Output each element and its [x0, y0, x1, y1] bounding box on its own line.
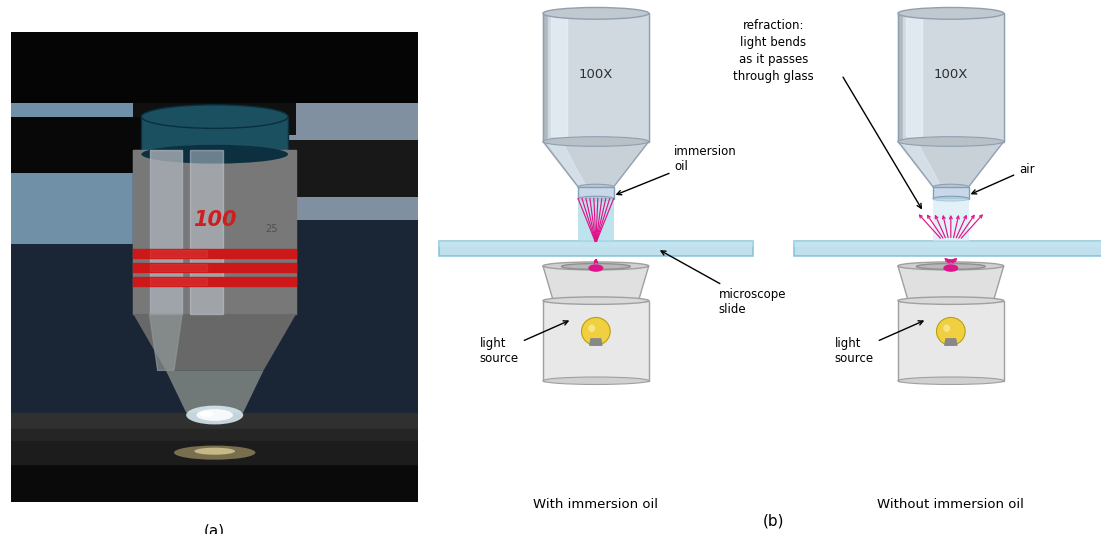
Polygon shape [906, 16, 922, 136]
Polygon shape [548, 13, 648, 142]
Ellipse shape [898, 7, 1004, 19]
Polygon shape [133, 150, 153, 314]
Polygon shape [898, 266, 1004, 301]
Polygon shape [133, 314, 296, 371]
Ellipse shape [933, 196, 969, 201]
Ellipse shape [578, 184, 613, 190]
FancyBboxPatch shape [794, 241, 1101, 247]
Polygon shape [902, 142, 941, 187]
Text: With immersion oil: With immersion oil [533, 498, 658, 511]
Polygon shape [150, 278, 207, 285]
Polygon shape [133, 150, 296, 314]
Polygon shape [552, 16, 567, 136]
FancyBboxPatch shape [11, 32, 418, 502]
FancyBboxPatch shape [578, 187, 613, 199]
Ellipse shape [898, 137, 1004, 146]
Ellipse shape [937, 317, 966, 345]
Polygon shape [11, 441, 418, 465]
Polygon shape [11, 32, 166, 244]
Ellipse shape [543, 377, 648, 384]
Text: microscope
slide: microscope slide [661, 251, 786, 316]
Text: immersion
oil: immersion oil [617, 145, 737, 195]
Ellipse shape [141, 105, 288, 128]
FancyBboxPatch shape [263, 140, 418, 197]
Ellipse shape [196, 409, 233, 421]
Ellipse shape [916, 263, 985, 269]
Polygon shape [150, 150, 182, 314]
Polygon shape [543, 142, 648, 187]
Ellipse shape [174, 445, 255, 460]
Polygon shape [933, 199, 969, 241]
Polygon shape [133, 277, 296, 286]
Polygon shape [11, 413, 418, 431]
Ellipse shape [199, 411, 214, 417]
Text: 25: 25 [265, 224, 277, 234]
Polygon shape [898, 13, 904, 142]
Polygon shape [11, 429, 418, 441]
Ellipse shape [898, 262, 1004, 270]
FancyBboxPatch shape [11, 116, 153, 173]
Polygon shape [590, 339, 602, 345]
Ellipse shape [944, 264, 958, 272]
Polygon shape [150, 264, 207, 271]
FancyBboxPatch shape [794, 241, 1101, 256]
Text: light
source: light source [835, 321, 923, 365]
Polygon shape [546, 142, 587, 187]
Text: (b): (b) [763, 514, 784, 529]
Ellipse shape [588, 324, 596, 332]
Ellipse shape [543, 262, 648, 270]
Text: 100X: 100X [934, 68, 968, 81]
Polygon shape [133, 263, 296, 272]
Ellipse shape [588, 264, 603, 272]
Polygon shape [150, 314, 182, 371]
Text: 100: 100 [193, 210, 237, 230]
Text: (a): (a) [204, 523, 226, 534]
FancyBboxPatch shape [439, 241, 753, 256]
Polygon shape [288, 32, 418, 220]
Polygon shape [898, 142, 1004, 187]
Ellipse shape [944, 324, 950, 332]
Ellipse shape [186, 406, 243, 425]
Text: 100X: 100X [579, 68, 613, 81]
Polygon shape [543, 13, 548, 142]
Text: light
source: light source [480, 321, 568, 365]
Ellipse shape [898, 297, 1004, 304]
Polygon shape [543, 266, 648, 301]
Ellipse shape [933, 184, 969, 190]
FancyBboxPatch shape [133, 32, 296, 136]
Ellipse shape [898, 377, 1004, 384]
Ellipse shape [578, 196, 613, 201]
Polygon shape [150, 250, 207, 257]
Ellipse shape [543, 7, 648, 19]
Polygon shape [945, 339, 957, 345]
FancyBboxPatch shape [933, 187, 969, 199]
Text: air: air [972, 163, 1035, 194]
Ellipse shape [543, 297, 648, 304]
Ellipse shape [562, 263, 630, 269]
Ellipse shape [194, 447, 236, 455]
Ellipse shape [141, 145, 288, 163]
Ellipse shape [581, 317, 610, 345]
Polygon shape [133, 249, 296, 257]
Polygon shape [166, 371, 263, 413]
FancyBboxPatch shape [543, 301, 648, 381]
Ellipse shape [553, 297, 639, 304]
Text: refraction:
light bends
as it passes
through glass: refraction: light bends as it passes thr… [733, 19, 814, 83]
FancyBboxPatch shape [898, 301, 1004, 381]
FancyBboxPatch shape [11, 32, 418, 103]
Text: Without immersion oil: Without immersion oil [877, 498, 1024, 511]
FancyBboxPatch shape [141, 116, 288, 154]
Polygon shape [578, 199, 613, 241]
Ellipse shape [543, 137, 648, 146]
Polygon shape [904, 13, 1004, 142]
Ellipse shape [908, 297, 993, 304]
Polygon shape [190, 150, 222, 314]
FancyBboxPatch shape [439, 241, 753, 247]
Polygon shape [11, 465, 418, 502]
